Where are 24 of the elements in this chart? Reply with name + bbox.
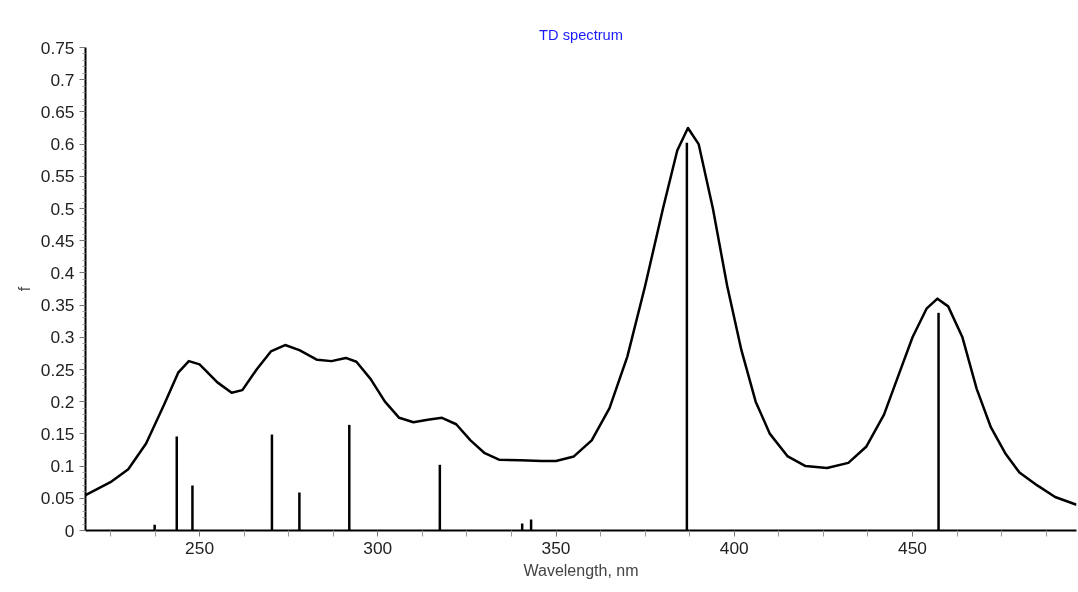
y-tick-label: 0.05 (40, 488, 75, 509)
y-tick-label: 0.75 (40, 37, 75, 58)
chart-title: TD spectrum (539, 26, 623, 43)
y-tick-label: 0.7 (50, 69, 75, 90)
y-tick-label: 0.35 (40, 295, 75, 316)
y-tick-label: 0.1 (50, 456, 75, 477)
y-tick-label: 0.45 (40, 230, 75, 251)
y-tick-label: 0.4 (50, 262, 75, 283)
y-tick-label: 0.5 (50, 198, 75, 219)
y-tick-label: 0.6 (50, 134, 75, 155)
y-tick-label: 0.25 (40, 359, 75, 380)
x-tick-label: 250 (185, 537, 215, 558)
y-tick-label: 0 (64, 520, 75, 541)
x-tick-label: 400 (719, 537, 749, 558)
x-axis-title: Wavelength, nm (523, 561, 639, 579)
y-tick-label: 0.65 (40, 101, 75, 122)
y-tick-label: 0.3 (50, 327, 75, 348)
x-tick-label: 450 (898, 537, 927, 558)
y-tick-label: 0.15 (40, 423, 75, 444)
x-tick-label: 350 (541, 537, 571, 558)
y-axis-title: f (15, 286, 33, 292)
y-tick-label: 0.55 (40, 166, 75, 187)
x-tick-label: 300 (363, 537, 393, 558)
y-tick-label: 0.2 (50, 391, 75, 412)
